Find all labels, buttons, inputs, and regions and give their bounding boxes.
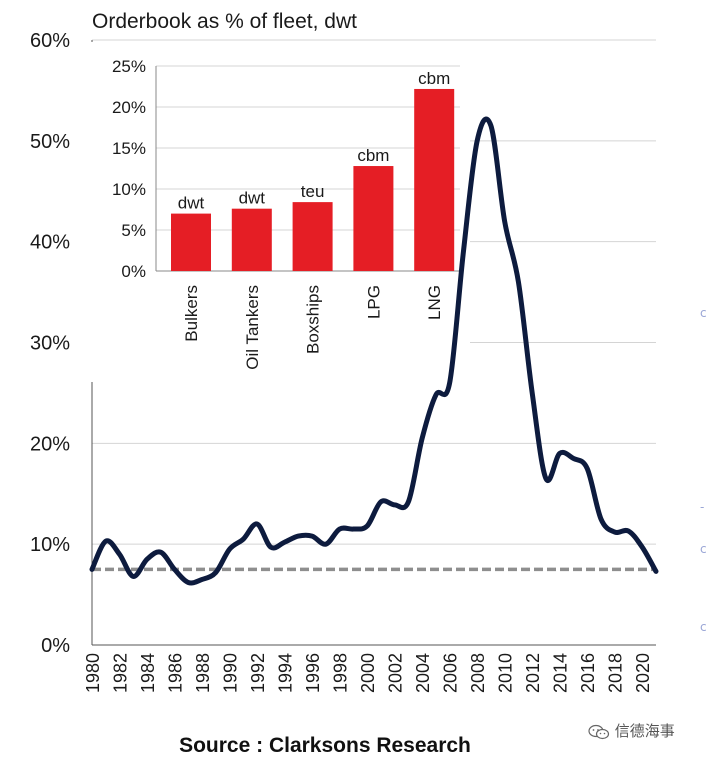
inset-y-tick-label: 20%	[112, 98, 146, 117]
y-tick-label: 50%	[30, 131, 70, 153]
x-tick-label: 2008	[468, 653, 488, 693]
y-tick-label: 0%	[41, 635, 70, 657]
main-y-tick-labels: 0% 10% 20% 30% 40% 50% 60%	[30, 30, 70, 657]
inset-panel	[90, 42, 470, 382]
y-tick-label: 30%	[30, 333, 70, 355]
inset-y-tick-labels: 0% 5% 10% 15% 20% 25%	[112, 57, 146, 281]
inset-bar	[414, 88, 455, 272]
x-tick-label: 2000	[358, 653, 378, 693]
x-tick-label: 1994	[276, 653, 296, 693]
inset-data-label: cbm	[418, 69, 450, 88]
y-tick-label: 20%	[30, 433, 70, 455]
inset-category-label: LNG	[425, 285, 444, 320]
y-tick-label: 60%	[30, 30, 70, 52]
watermark-text: 信德海事	[614, 722, 675, 740]
inset-data-labels: dwt dwt teu cbm cbm	[178, 69, 450, 213]
inset-category-label: Bulkers	[182, 285, 201, 342]
x-tick-label: 2020	[633, 653, 653, 693]
edge-mark: -	[700, 500, 705, 514]
watermark: 信德海事	[588, 720, 675, 741]
inset-category-label: LPG	[364, 285, 383, 319]
inset-y-tick-label: 25%	[112, 57, 146, 76]
x-tick-label: 1996	[303, 653, 323, 693]
y-tick-label: 10%	[30, 534, 70, 556]
inset-data-label: dwt	[178, 194, 205, 213]
source-caption: Source : Clarksons Research	[179, 734, 471, 757]
inset-category-labels: Bulkers Oil Tankers Boxships LPG LNG	[182, 285, 444, 370]
edge-mark: c	[700, 620, 706, 634]
inset-bar	[171, 213, 211, 271]
x-tick-label: 2016	[578, 653, 598, 693]
x-tick-label: 2002	[386, 653, 406, 693]
inset-y-tick-label: 5%	[121, 221, 146, 240]
x-tick-label: 2014	[551, 653, 571, 693]
x-tick-label: 1982	[111, 653, 131, 693]
inset-bar	[292, 202, 333, 271]
inset-y-tick-label: 10%	[112, 180, 146, 199]
y-tick-label: 40%	[30, 232, 70, 254]
x-tick-label: 1980	[83, 653, 103, 693]
inset-category-label: Oil Tankers	[243, 285, 262, 370]
x-tick-label: 2018	[606, 653, 626, 693]
inset-bars	[171, 88, 455, 272]
inset-y-tick-label: 0%	[121, 262, 146, 281]
x-tick-label: 2004	[413, 653, 433, 693]
x-tick-label: 2006	[441, 653, 461, 693]
x-tick-label: 1984	[138, 653, 158, 693]
x-tick-label: 2010	[496, 653, 516, 693]
inset-data-label: dwt	[239, 189, 266, 208]
x-tick-label: 1990	[221, 653, 241, 693]
x-tick-label: 1986	[166, 653, 186, 693]
edge-mark: c	[700, 542, 706, 556]
x-tick-label: 1988	[193, 653, 213, 693]
wechat-icon	[588, 724, 610, 739]
inset-bar	[353, 166, 394, 271]
inset-data-label: teu	[301, 182, 325, 201]
edge-mark: c	[700, 306, 706, 320]
inset-category-label: Boxships	[304, 285, 323, 354]
inset-bar	[231, 208, 272, 271]
inset-chart-title: Orderbook as % of fleet, dwt	[92, 10, 357, 33]
main-x-tick-labels: 1980 1982 1984 1986 1988 1990 1992 1994 1996 1998…	[83, 653, 653, 693]
x-tick-label: 1998	[331, 653, 351, 693]
x-tick-label: 1992	[248, 653, 268, 693]
inset-background	[90, 42, 470, 382]
main-series-line	[89, 116, 659, 586]
x-tick-label: 2012	[523, 653, 543, 693]
inset-data-label: cbm	[357, 146, 389, 165]
inset-y-tick-label: 15%	[112, 139, 146, 158]
orderbook-line	[89, 116, 659, 586]
